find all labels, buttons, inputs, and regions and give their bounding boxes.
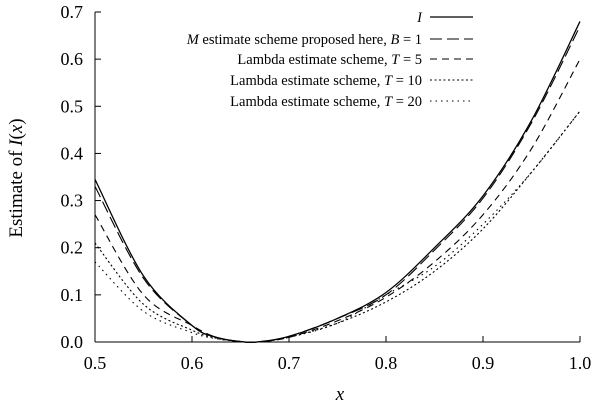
x-tick-label: 0.8 bbox=[375, 353, 398, 373]
y-tick-label: 0.0 bbox=[61, 332, 84, 352]
x-tick-label: 0.6 bbox=[181, 353, 204, 373]
legend-label-3: Lambda estimate scheme, T = 10 bbox=[230, 73, 422, 89]
x-tick-label: 1.0 bbox=[569, 353, 592, 373]
y-tick-label: 0.2 bbox=[61, 238, 84, 258]
y-axis-label-text: Estimate of bbox=[6, 146, 27, 238]
y-axis-label: Estimate of I(x) bbox=[6, 118, 27, 237]
legend-label-1: M estimate scheme proposed here, B = 1 bbox=[186, 32, 422, 48]
y-tick-label: 0.3 bbox=[61, 191, 84, 211]
y-tick-label: 0.7 bbox=[61, 2, 84, 22]
x-tick-label: 0.5 bbox=[84, 353, 107, 373]
y-tick-label: 0.6 bbox=[61, 49, 84, 69]
legend-label-0: I bbox=[416, 10, 423, 26]
series-line-4 bbox=[94, 110, 581, 343]
y-tick-label: 0.4 bbox=[61, 143, 84, 163]
series-group bbox=[94, 21, 581, 344]
x-axis-label: x bbox=[335, 384, 345, 405]
x-tick-label: 0.9 bbox=[472, 353, 495, 373]
y-tick-label: 0.1 bbox=[61, 285, 84, 305]
series-line-1 bbox=[94, 25, 581, 343]
axes: 0.0 0.1 0.2 0.3 0.4 0.5 0.6 0.7 0.5 0.6 0.7 0.8 0.9 1… bbox=[61, 2, 592, 373]
series-line-3 bbox=[94, 110, 581, 343]
legend-label-2: Lambda estimate scheme, T = 5 bbox=[237, 52, 422, 68]
legend: I M estimate scheme proposed here, B = 1 L… bbox=[186, 10, 473, 110]
legend-label-4: Lambda estimate scheme, T = 20 bbox=[230, 94, 422, 110]
y-tick-label: 0.5 bbox=[61, 96, 84, 116]
series-line-0 bbox=[94, 21, 581, 344]
x-tick-label: 0.7 bbox=[278, 353, 301, 373]
